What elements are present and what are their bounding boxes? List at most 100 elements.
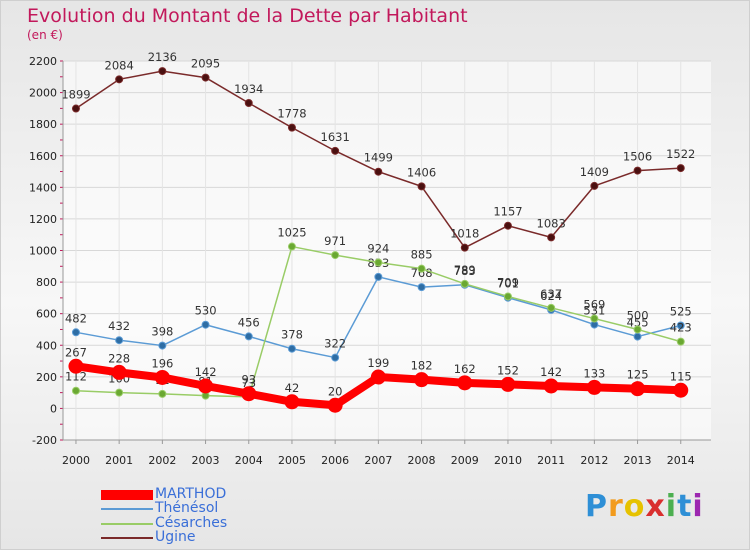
data-label: 196	[151, 356, 173, 370]
data-label: 783	[454, 264, 476, 278]
data-point	[590, 314, 599, 323]
data-label: 115	[670, 369, 692, 383]
x-tick-label: 2006	[321, 454, 349, 467]
data-label: 624	[540, 289, 562, 303]
logo-letter: i	[692, 489, 704, 524]
data-point	[287, 123, 296, 132]
data-point	[115, 336, 124, 345]
data-point	[460, 243, 469, 252]
y-tick-label: 200	[36, 371, 57, 384]
data-label: 1522	[666, 147, 695, 161]
y-tick-label: 1200	[29, 213, 57, 226]
y-tick-label: 1000	[29, 245, 57, 258]
data-point	[287, 242, 296, 251]
data-label: 2095	[191, 57, 220, 71]
data-label: 1506	[623, 150, 652, 164]
data-label: 73	[241, 376, 256, 390]
data-point	[244, 99, 253, 108]
data-point	[374, 167, 383, 176]
legend-swatch	[101, 490, 153, 500]
y-tick-label: -200	[32, 434, 57, 447]
data-point	[331, 353, 340, 362]
data-point	[503, 292, 512, 301]
data-label: 93	[241, 373, 256, 387]
data-point	[158, 341, 167, 350]
data-label: 199	[367, 356, 389, 370]
data-label: 1157	[493, 205, 522, 219]
y-tick-label: 2200	[29, 55, 57, 68]
legend-label: Ugine	[155, 529, 196, 545]
x-tick-label: 2010	[494, 454, 522, 467]
x-tick-label: 2008	[408, 454, 436, 467]
data-label: 455	[627, 316, 649, 330]
y-tick-label: 0	[50, 402, 57, 415]
data-label: 267	[65, 345, 87, 359]
data-point	[673, 382, 689, 398]
data-label: 133	[583, 366, 605, 380]
data-label: 1018	[450, 227, 479, 241]
data-point	[590, 181, 599, 190]
data-point	[503, 221, 512, 230]
data-point	[158, 389, 167, 398]
data-label: 182	[411, 359, 433, 373]
data-point	[633, 332, 642, 341]
data-label: 2136	[148, 50, 177, 64]
data-point	[201, 73, 210, 82]
data-point	[374, 272, 383, 281]
data-label: 637	[540, 287, 562, 301]
data-label: 701	[497, 277, 519, 291]
data-point	[417, 264, 426, 273]
data-label: 1409	[580, 165, 609, 179]
data-point	[460, 279, 469, 288]
data-label: 1083	[537, 216, 566, 230]
data-point	[71, 328, 80, 337]
data-point	[287, 344, 296, 353]
y-tick-label: 400	[36, 339, 57, 352]
data-label: 1899	[61, 88, 90, 102]
y-tick-label: 1600	[29, 150, 57, 163]
data-point	[115, 388, 124, 397]
data-point	[414, 372, 430, 388]
chart-title: Evolution du Montant de la Dette par Hab…	[27, 5, 468, 27]
logo-letter: P	[585, 489, 608, 524]
data-label: 398	[151, 325, 173, 339]
data-label: 20	[328, 384, 343, 398]
x-tick-label: 2011	[537, 454, 565, 467]
data-label: 378	[281, 328, 303, 342]
legend-label: MARTHOD	[155, 486, 227, 502]
data-point	[457, 375, 473, 391]
y-tick-label: 2000	[29, 87, 57, 100]
x-tick-label: 2014	[667, 454, 695, 467]
legend-swatch	[101, 508, 153, 510]
data-label: 971	[324, 234, 346, 248]
unit-label: (en €)	[27, 28, 63, 42]
data-point	[547, 303, 556, 312]
data-label: 500	[627, 308, 649, 322]
data-point	[241, 386, 257, 402]
data-point	[630, 381, 646, 397]
data-label: 1025	[277, 226, 306, 240]
data-point	[331, 146, 340, 155]
data-label: 42	[285, 381, 300, 395]
data-point	[201, 320, 210, 329]
legend-swatch	[101, 523, 153, 525]
data-label: 432	[108, 319, 130, 333]
data-point	[327, 397, 343, 413]
logo-letter: t	[677, 489, 693, 524]
data-point	[158, 67, 167, 76]
data-label: 789	[454, 263, 476, 277]
data-point	[417, 182, 426, 191]
data-label: 142	[195, 365, 217, 379]
data-label: 709	[497, 275, 519, 289]
data-point	[111, 364, 127, 380]
data-label: 228	[108, 351, 130, 365]
x-tick-label: 2004	[235, 454, 263, 467]
data-point	[374, 258, 383, 267]
data-point	[68, 358, 84, 374]
data-point	[500, 376, 516, 392]
data-label: 2084	[105, 58, 134, 72]
x-tick-label: 2000	[62, 454, 90, 467]
data-point	[676, 321, 685, 330]
